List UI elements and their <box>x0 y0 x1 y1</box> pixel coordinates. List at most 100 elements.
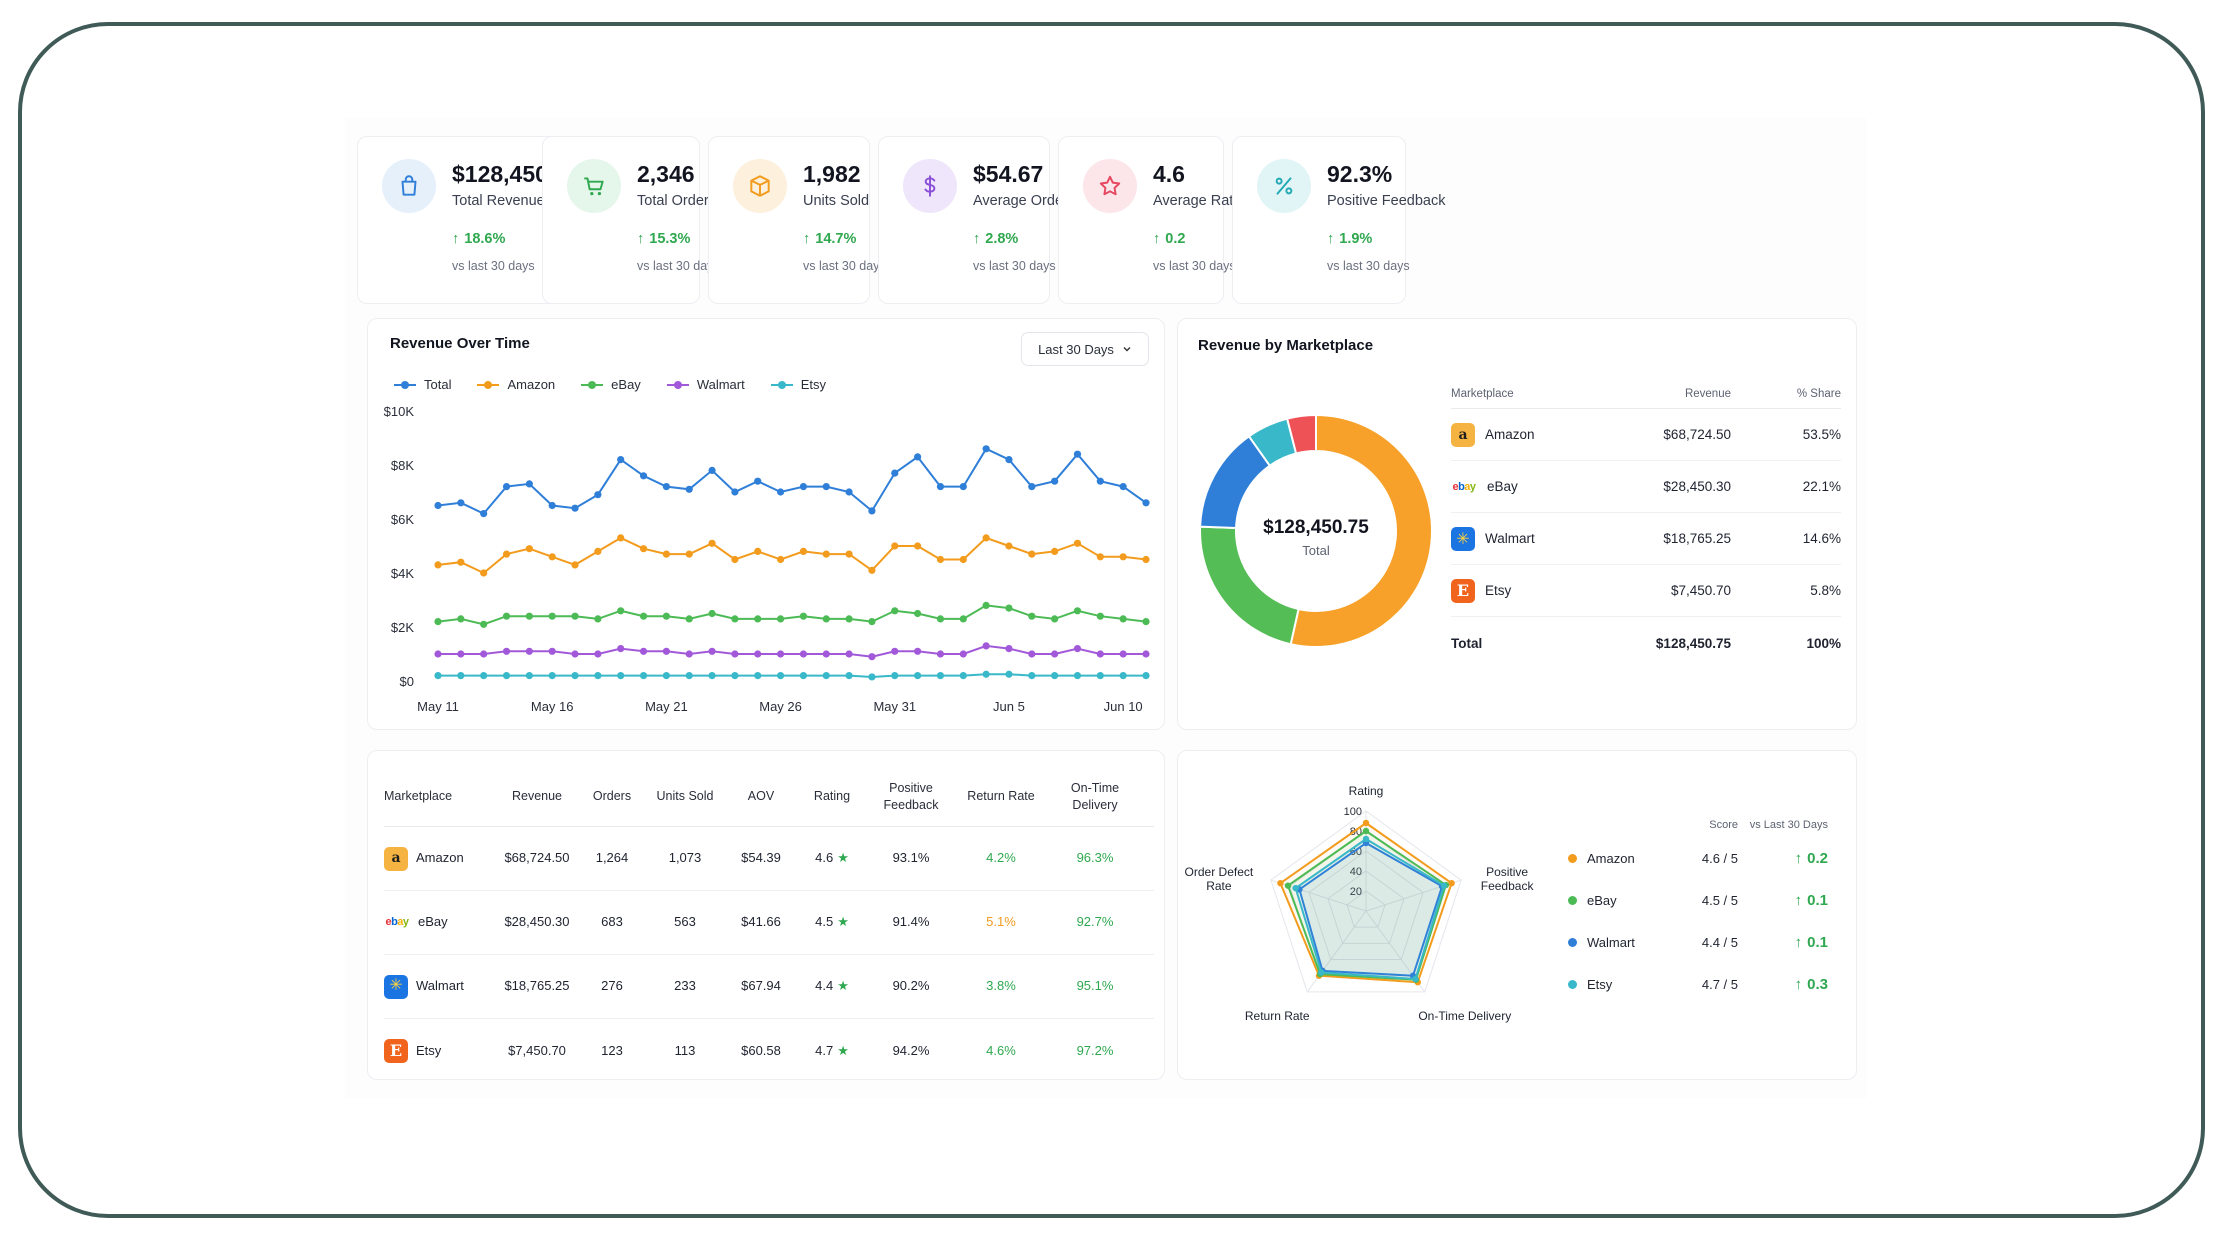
table-row[interactable]: e b a y eBay $28,450.30 683 563 $41.66 4.5 ★ 91.4% 5… <box>384 891 1154 955</box>
data-point[interactable] <box>868 673 876 681</box>
data-point[interactable] <box>1005 645 1013 653</box>
data-point[interactable] <box>731 615 739 623</box>
data-point[interactable] <box>1073 672 1082 680</box>
donut-slice-amazon[interactable] <box>1289 413 1433 648</box>
data-point[interactable] <box>982 445 990 453</box>
data-point[interactable] <box>685 615 693 623</box>
data-point[interactable] <box>662 612 670 620</box>
data-point[interactable] <box>617 645 625 653</box>
data-point[interactable] <box>845 550 853 558</box>
data-point[interactable] <box>662 672 670 680</box>
data-point[interactable] <box>776 650 785 658</box>
radar-point[interactable] <box>1292 884 1299 892</box>
data-point[interactable] <box>480 672 488 680</box>
data-point[interactable] <box>959 672 967 680</box>
data-point[interactable] <box>708 672 716 680</box>
data-point[interactable] <box>1005 456 1013 464</box>
data-point[interactable] <box>617 607 625 615</box>
data-point[interactable] <box>1119 615 1127 623</box>
data-point[interactable] <box>502 550 511 558</box>
data-point[interactable] <box>1073 450 1082 458</box>
data-point[interactable] <box>617 456 625 464</box>
data-point[interactable] <box>639 672 648 680</box>
table-row[interactable]: E Etsy $7,450.70 123 113 $60.58 4.7 ★ 94.2% 4.6% 9… <box>384 1019 1154 1083</box>
data-point[interactable] <box>525 612 533 620</box>
data-point[interactable] <box>502 672 511 680</box>
data-point[interactable] <box>548 553 556 561</box>
data-point[interactable] <box>502 647 511 655</box>
data-point[interactable] <box>776 615 785 623</box>
data-point[interactable] <box>891 542 899 550</box>
data-point[interactable] <box>1119 553 1127 561</box>
data-point[interactable] <box>731 672 739 680</box>
data-point[interactable] <box>1028 483 1036 491</box>
data-point[interactable] <box>1142 555 1150 564</box>
data-point[interactable] <box>571 612 579 620</box>
data-point[interactable] <box>548 647 556 655</box>
data-point[interactable] <box>1096 672 1104 680</box>
radar-point[interactable] <box>1318 969 1325 976</box>
data-point[interactable] <box>845 615 853 623</box>
data-point[interactable] <box>525 672 533 680</box>
data-point[interactable] <box>982 601 990 609</box>
legend-row-walmart[interactable]: Walmart 4.4 / 5 ↑ 0.1 <box>1568 921 1838 963</box>
donut-slice-other[interactable] <box>1285 413 1317 455</box>
data-point[interactable] <box>1142 618 1150 626</box>
data-point[interactable] <box>822 672 830 680</box>
data-point[interactable] <box>1028 612 1036 620</box>
data-point[interactable] <box>982 642 990 650</box>
legend-row-amazon[interactable]: Amazon 4.6 / 5 ↑ 0.2 <box>1568 837 1838 879</box>
data-point[interactable] <box>914 672 922 680</box>
data-point[interactable] <box>754 650 762 658</box>
data-point[interactable] <box>1119 650 1127 658</box>
legend-item-etsy[interactable]: Etsy <box>770 377 826 392</box>
data-point[interactable] <box>822 615 830 623</box>
data-point[interactable] <box>1096 650 1104 658</box>
data-point[interactable] <box>639 647 648 655</box>
data-point[interactable] <box>548 672 556 680</box>
data-point[interactable] <box>1142 499 1150 507</box>
radar-point[interactable] <box>1277 879 1284 887</box>
data-point[interactable] <box>708 466 716 474</box>
data-point[interactable] <box>1073 539 1082 547</box>
data-point[interactable] <box>594 491 602 499</box>
data-point[interactable] <box>548 501 556 510</box>
data-point[interactable] <box>571 504 579 512</box>
data-point[interactable] <box>914 609 922 618</box>
table-row[interactable]: a Amazon $68,724.50 1,264 1,073 $54.39 4.6 ★ 93.… <box>384 827 1154 891</box>
data-point[interactable] <box>594 615 602 623</box>
radar-point[interactable] <box>1362 835 1370 843</box>
data-point[interactable] <box>1028 550 1036 558</box>
data-point[interactable] <box>1119 672 1127 680</box>
data-point[interactable] <box>571 672 579 680</box>
data-point[interactable] <box>1051 672 1059 680</box>
data-point[interactable] <box>914 453 922 461</box>
donut-slice-ebay[interactable] <box>1199 525 1300 646</box>
table-row[interactable]: ✳ Walmart $18,765.25 14.6% <box>1451 513 1841 565</box>
data-point[interactable] <box>434 650 442 658</box>
data-point[interactable] <box>982 670 990 678</box>
data-point[interactable] <box>571 561 579 569</box>
data-point[interactable] <box>480 510 488 518</box>
data-point[interactable] <box>776 488 785 496</box>
legend-item-ebay[interactable]: eBay <box>581 377 641 392</box>
data-point[interactable] <box>502 612 511 620</box>
data-point[interactable] <box>868 566 876 574</box>
data-point[interactable] <box>1096 553 1104 561</box>
data-point[interactable] <box>434 561 442 569</box>
data-point[interactable] <box>685 650 693 658</box>
data-point[interactable] <box>982 534 990 542</box>
data-point[interactable] <box>457 650 465 658</box>
data-point[interactable] <box>708 539 716 547</box>
data-point[interactable] <box>959 555 967 564</box>
data-point[interactable] <box>525 647 533 655</box>
data-point[interactable] <box>685 672 693 680</box>
data-point[interactable] <box>708 647 716 655</box>
radar-point[interactable] <box>1362 827 1370 835</box>
data-point[interactable] <box>868 653 876 661</box>
data-point[interactable] <box>776 672 785 680</box>
data-point[interactable] <box>731 650 739 658</box>
data-point[interactable] <box>1073 607 1082 615</box>
data-point[interactable] <box>594 650 602 658</box>
data-point[interactable] <box>1051 615 1059 623</box>
